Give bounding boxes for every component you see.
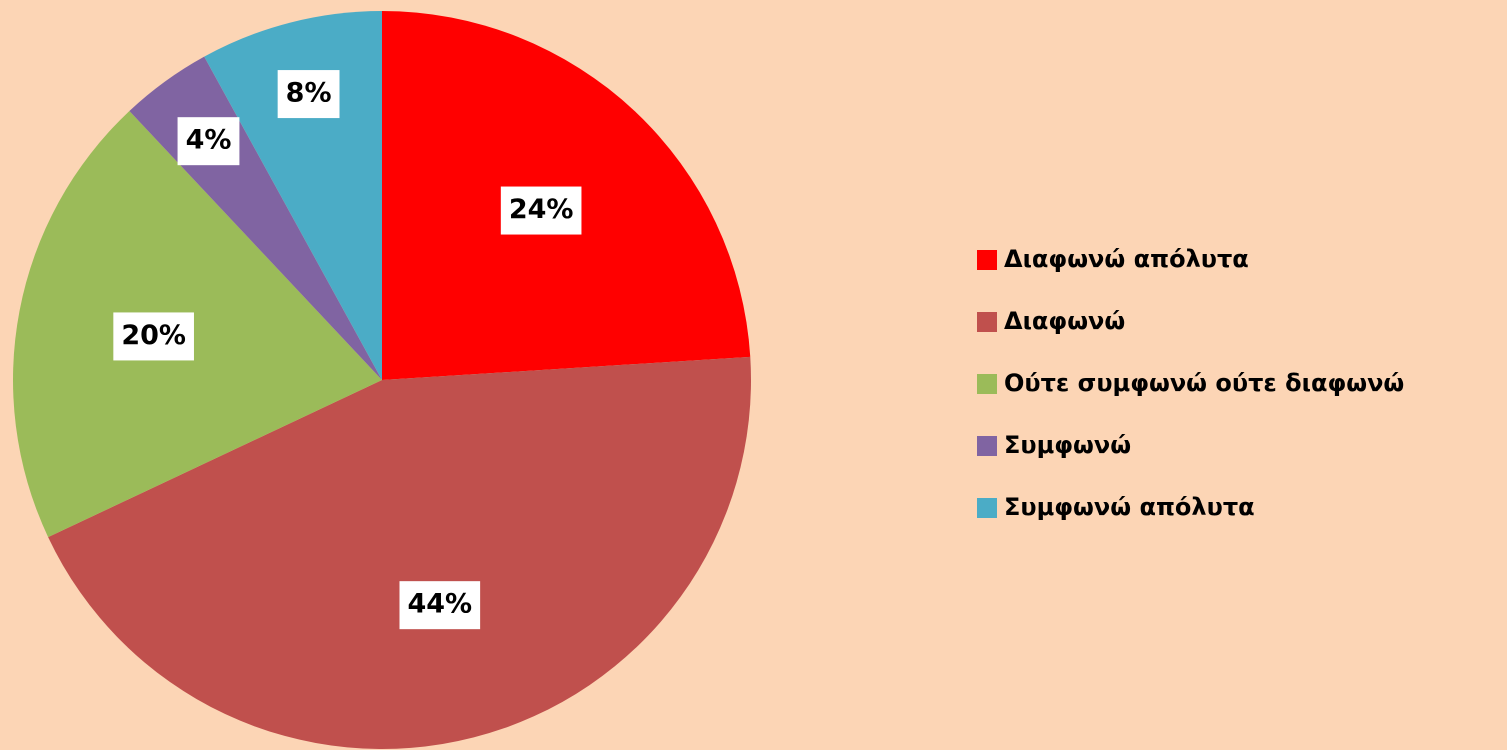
value-label: 4% xyxy=(186,125,232,156)
value-label-box xyxy=(177,117,240,166)
legend-swatch xyxy=(977,436,997,456)
value-label: 8% xyxy=(286,78,332,109)
value-label-box xyxy=(277,70,340,119)
value-label-box xyxy=(399,581,481,630)
legend-label: Συμφωνώ απόλυτα xyxy=(1004,493,1255,521)
pie-slice xyxy=(48,356,751,749)
legend-label: Ούτε συμφωνώ ούτε διαφωνώ xyxy=(1004,369,1404,397)
pie-slice xyxy=(13,111,383,538)
legend-label: Διαφωνώ απόλυτα xyxy=(1004,245,1249,273)
value-label-box xyxy=(500,186,582,235)
value-label-box xyxy=(113,312,194,361)
legend-swatch xyxy=(977,374,997,394)
value-label: 20% xyxy=(121,320,186,351)
legend-label: Συμφωνώ xyxy=(1004,431,1131,459)
legend-label: Διαφωνώ xyxy=(1004,307,1125,335)
legend-swatch xyxy=(977,498,997,518)
legend-swatch xyxy=(977,312,997,332)
value-label: 44% xyxy=(407,589,472,620)
value-label: 24% xyxy=(509,194,574,225)
legend-swatch xyxy=(977,250,997,270)
